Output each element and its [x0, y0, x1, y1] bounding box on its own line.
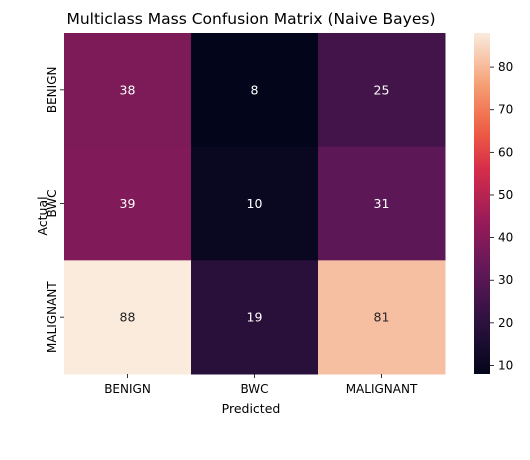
y-axis-ticks: BENIGN BWC MALIGNANT	[45, 67, 64, 353]
y-axis-label: Actual	[35, 196, 50, 235]
colorbar-tick-label: 60	[498, 145, 513, 159]
x-axis-ticks: BENIGN BWC MALIGNANT	[104, 374, 418, 396]
colorbar	[474, 33, 490, 374]
colorbar-tick-label: 50	[498, 188, 513, 202]
cell-value-label: 25	[374, 82, 390, 97]
heatmap-cell	[191, 146, 319, 261]
heatmap-cell	[318, 146, 446, 261]
x-tick-label: BWC	[240, 382, 268, 396]
colorbar-ticks: 10 20 30 40 50 60 70 80	[490, 60, 513, 372]
y-tick-label: BENIGN	[45, 67, 59, 114]
cell-value-label: 81	[374, 310, 390, 325]
y-tick-label: MALIGNANT	[45, 281, 59, 353]
colorbar-tick-label: 30	[498, 273, 513, 287]
colorbar-tick-label: 80	[498, 60, 513, 74]
cell-value-label: 31	[374, 196, 390, 211]
heatmap-cell	[318, 33, 446, 148]
heatmap-cell	[64, 260, 192, 375]
y-tick-label: BWC	[45, 189, 59, 217]
cell-value-label: 8	[251, 82, 259, 97]
colorbar-tick-label: 20	[498, 316, 513, 330]
heatmap-cell	[318, 260, 446, 375]
colorbar-tick-label: 40	[498, 231, 513, 245]
colorbar-tick-label: 70	[498, 103, 513, 117]
x-tick-label: BENIGN	[104, 382, 151, 396]
cell-value-label: 10	[247, 196, 263, 211]
heatmap-cell	[191, 33, 319, 148]
x-axis-label: Predicted	[222, 401, 281, 416]
x-tick-label: MALIGNANT	[346, 382, 418, 396]
heatmap-cells: 38 8 25 39 10 31 88 19 81	[64, 33, 446, 375]
colorbar-tick-label: 10	[498, 358, 513, 372]
heatmap-cell	[64, 146, 192, 261]
heatmap-cell	[191, 260, 319, 375]
cell-value-label: 88	[120, 310, 136, 325]
heatmap-cell	[64, 33, 192, 148]
cell-value-label: 19	[247, 310, 263, 325]
chart-title: Multiclass Mass Confusion Matrix (Naive …	[66, 10, 435, 28]
cell-value-label: 38	[120, 82, 136, 97]
cell-value-label: 39	[120, 196, 136, 211]
